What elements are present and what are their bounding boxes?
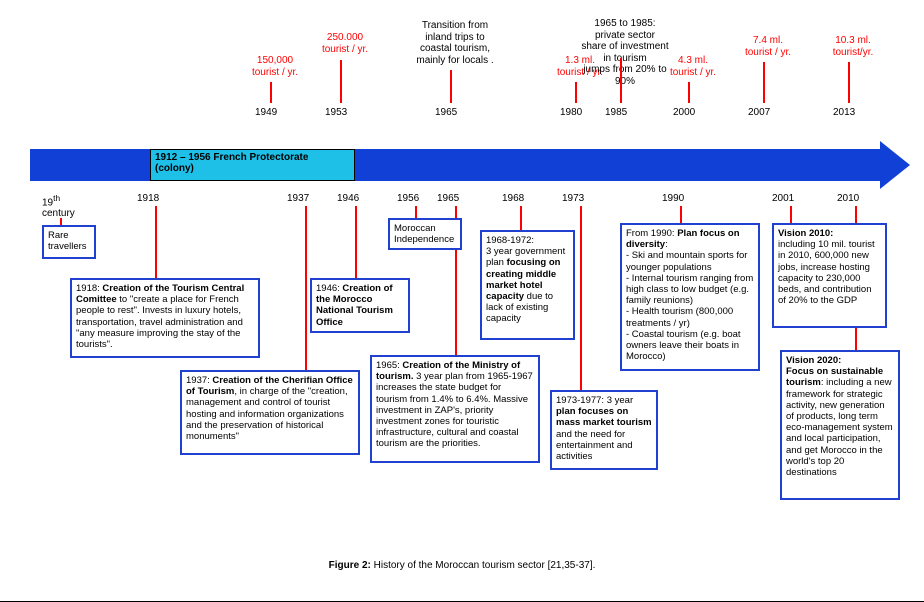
bottom-tick-3 xyxy=(355,206,357,278)
event-box-b7: 1973-1977: 3 year plan focuses on mass m… xyxy=(550,390,658,470)
event-box-b10: Vision 2020:Focus on sustainable tourism… xyxy=(780,350,900,500)
event-box-b5: 1965: Creation of the Ministry of touris… xyxy=(370,355,540,463)
event-box-b3: 1946: Creation of the Morocco National T… xyxy=(310,278,410,333)
top-year-2: 1965 xyxy=(435,107,457,118)
top-tick-6 xyxy=(763,62,765,103)
top-year-1: 1953 xyxy=(325,107,347,118)
top-year-5: 2000 xyxy=(673,107,695,118)
top-annotation-5: 4.3 ml.tourist / yr. xyxy=(648,55,738,78)
bottom-tick-8 xyxy=(680,206,682,223)
top-annotation-7: 10.3 ml.tourist/yr. xyxy=(808,35,898,58)
event-box-b2: 1937: Creation of the Cherifian Office o… xyxy=(180,370,360,455)
bottom-tick-6 xyxy=(520,206,522,230)
event-box-b0: Raretravellers xyxy=(42,225,96,259)
top-annotation-1: 250.000tourist / yr. xyxy=(300,32,390,55)
bottom-tick-0 xyxy=(60,218,62,225)
bottom-year-9: 2001 xyxy=(772,193,794,204)
top-tick-3 xyxy=(575,82,577,103)
event-box-b9: Vision 2010:including 10 mil. tourist in… xyxy=(772,223,887,328)
bottom-year-1: 1918 xyxy=(137,193,159,204)
top-annotation-2: Transition frominland trips tocoastal to… xyxy=(410,20,500,66)
top-year-0: 1949 xyxy=(255,107,277,118)
top-annotation-6: 7.4 ml.tourist / yr. xyxy=(723,35,813,58)
top-tick-4 xyxy=(620,58,622,103)
top-tick-5 xyxy=(688,82,690,103)
bottom-year-5: 1965 xyxy=(437,193,459,204)
bottom-tick-4 xyxy=(415,206,417,218)
top-tick-7 xyxy=(848,62,850,103)
bottom-year-7: 1973 xyxy=(562,193,584,204)
top-year-3: 1980 xyxy=(560,107,582,118)
top-annotation-0: 150,000tourist / yr. xyxy=(230,55,320,78)
bottom-tick-2 xyxy=(305,206,307,370)
bottom-tick-9 xyxy=(790,206,792,223)
bottom-year-6: 1968 xyxy=(502,193,524,204)
bottom-tick-1 xyxy=(155,206,157,278)
bottom-year-8: 1990 xyxy=(662,193,684,204)
top-year-4: 1985 xyxy=(605,107,627,118)
event-box-b1: 1918: Creation of the Tourism Central Co… xyxy=(70,278,260,358)
event-box-b4: MoroccanIndependence xyxy=(388,218,462,250)
top-year-7: 2013 xyxy=(833,107,855,118)
figure-caption: Figure 2: History of the Moroccan touris… xyxy=(0,560,924,571)
bottom-year-0: 19thcentury xyxy=(42,193,75,219)
event-box-b6: 1968-1972:3 year government plan focusin… xyxy=(480,230,575,340)
top-tick-0 xyxy=(270,82,272,103)
bottom-year-10: 2010 xyxy=(837,193,859,204)
protectorate-span: 1912 – 1956 French Protectorate (colony) xyxy=(150,149,355,181)
bottom-year-2: 1937 xyxy=(287,193,309,204)
bottom-tick-7 xyxy=(580,206,582,390)
bottom-year-3: 1946 xyxy=(337,193,359,204)
bottom-year-4: 1956 xyxy=(397,193,419,204)
top-tick-2 xyxy=(450,70,452,103)
top-tick-1 xyxy=(340,60,342,103)
timeline-arrow-head xyxy=(880,141,910,189)
top-year-6: 2007 xyxy=(748,107,770,118)
event-box-b8: From 1990: Plan focus on diversity:- Ski… xyxy=(620,223,760,371)
